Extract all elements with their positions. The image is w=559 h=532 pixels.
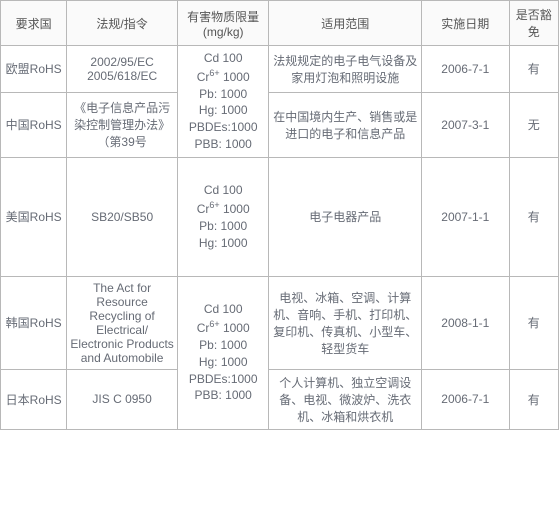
cell-date: 2006-7-1: [422, 369, 509, 429]
cell-text: The Act for Resource Recycling of Electr…: [69, 281, 175, 337]
cell-limit: Cd 100 Cr6+ 1000 Pb: 1000 Hg: 1000 PBDEs…: [177, 46, 269, 158]
cell-text: Cd 100: [180, 301, 267, 318]
header-scope: 适用范围: [269, 1, 422, 46]
cell-text: Cr6+ 1000: [180, 199, 267, 218]
cell-country: 韩国RoHS: [1, 276, 67, 369]
cell-text: PBDEs:1000: [180, 119, 267, 136]
cell-country: 日本RoHS: [1, 369, 67, 429]
cell-date: 2006-7-1: [422, 46, 509, 93]
cell-exempt: 有: [509, 46, 559, 93]
cell-text: Hg: 1000: [180, 102, 267, 119]
cell-law: The Act for Resource Recycling of Electr…: [67, 276, 178, 369]
cell-text: Cd 100: [180, 182, 267, 199]
cell-date: 2008-1-1: [422, 276, 509, 369]
header-date: 实施日期: [422, 1, 509, 46]
cell-limit: Cd 100 Cr6+ 1000 Pb: 1000 Hg: 1000: [177, 157, 269, 276]
table-row: 欧盟RoHS 2002/95/EC 2005/618/EC Cd 100 Cr6…: [1, 46, 559, 93]
cell-text: PBB: 1000: [180, 387, 267, 404]
cell-scope: 法规规定的电子电气设备及家用灯泡和照明设施: [269, 46, 422, 93]
rohs-table: 要求国 法规/指令 有害物质限量(mg/kg) 适用范围 实施日期 是否豁免 欧…: [0, 0, 559, 430]
cell-text: Cr6+ 1000: [180, 318, 267, 337]
header-law: 法规/指令: [67, 1, 178, 46]
cell-scope: 个人计算机、独立空调设备、电视、微波炉、洗衣机、冰箱和烘衣机: [269, 369, 422, 429]
cell-text: Hg: 1000: [180, 354, 267, 371]
cell-exempt: 有: [509, 369, 559, 429]
table-row: 美国RoHS SB20/SB50 Cd 100 Cr6+ 1000 Pb: 10…: [1, 157, 559, 276]
cell-text: Cd 100: [180, 50, 267, 67]
cell-date: 2007-1-1: [422, 157, 509, 276]
cell-exempt: 有: [509, 276, 559, 369]
table-row: 日本RoHS JIS C 0950 个人计算机、独立空调设备、电视、微波炉、洗衣…: [1, 369, 559, 429]
cell-law: SB20/SB50: [67, 157, 178, 276]
cell-scope: 电子电器产品: [269, 157, 422, 276]
cell-country: 美国RoHS: [1, 157, 67, 276]
table-row: 中国RoHS 《电子信息产品污染控制管理办法》 （第39号 在中国境内生产、销售…: [1, 92, 559, 157]
table-row: 韩国RoHS The Act for Resource Recycling of…: [1, 276, 559, 369]
header-exempt: 是否豁免: [509, 1, 559, 46]
header-country: 要求国: [1, 1, 67, 46]
cell-exempt: 无: [509, 92, 559, 157]
cell-law: JIS C 0950: [67, 369, 178, 429]
cell-text: Electronic Products and Automobile: [69, 337, 175, 365]
cell-scope: 在中国境内生产、销售或是进口的电子和信息产品: [269, 92, 422, 157]
cell-text: PBDEs:1000: [180, 371, 267, 388]
cell-limit: Cd 100 Cr6+ 1000 Pb: 1000 Hg: 1000 PBDEs…: [177, 276, 269, 429]
cell-text: （第39号: [69, 133, 175, 150]
cell-date: 2007-3-1: [422, 92, 509, 157]
cell-text: 2005/618/EC: [69, 69, 175, 83]
cell-law: 《电子信息产品污染控制管理办法》 （第39号: [67, 92, 178, 157]
cell-text: Pb: 1000: [180, 337, 267, 354]
cell-country: 中国RoHS: [1, 92, 67, 157]
cell-text: PBB: 1000: [180, 136, 267, 153]
header-limit: 有害物质限量(mg/kg): [177, 1, 269, 46]
cell-country: 欧盟RoHS: [1, 46, 67, 93]
cell-text: Pb: 1000: [180, 86, 267, 103]
cell-text: Pb: 1000: [180, 218, 267, 235]
cell-text: Hg: 1000: [180, 235, 267, 252]
cell-law: 2002/95/EC 2005/618/EC: [67, 46, 178, 93]
cell-scope: 电视、冰箱、空调、计算机、音响、手机、打印机、复印机、传真机、小型车、轻型货车: [269, 276, 422, 369]
cell-text: 2002/95/EC: [69, 55, 175, 69]
cell-text: Cr6+ 1000: [180, 67, 267, 86]
cell-exempt: 有: [509, 157, 559, 276]
cell-text: 《电子信息产品污染控制管理办法》: [69, 99, 175, 133]
